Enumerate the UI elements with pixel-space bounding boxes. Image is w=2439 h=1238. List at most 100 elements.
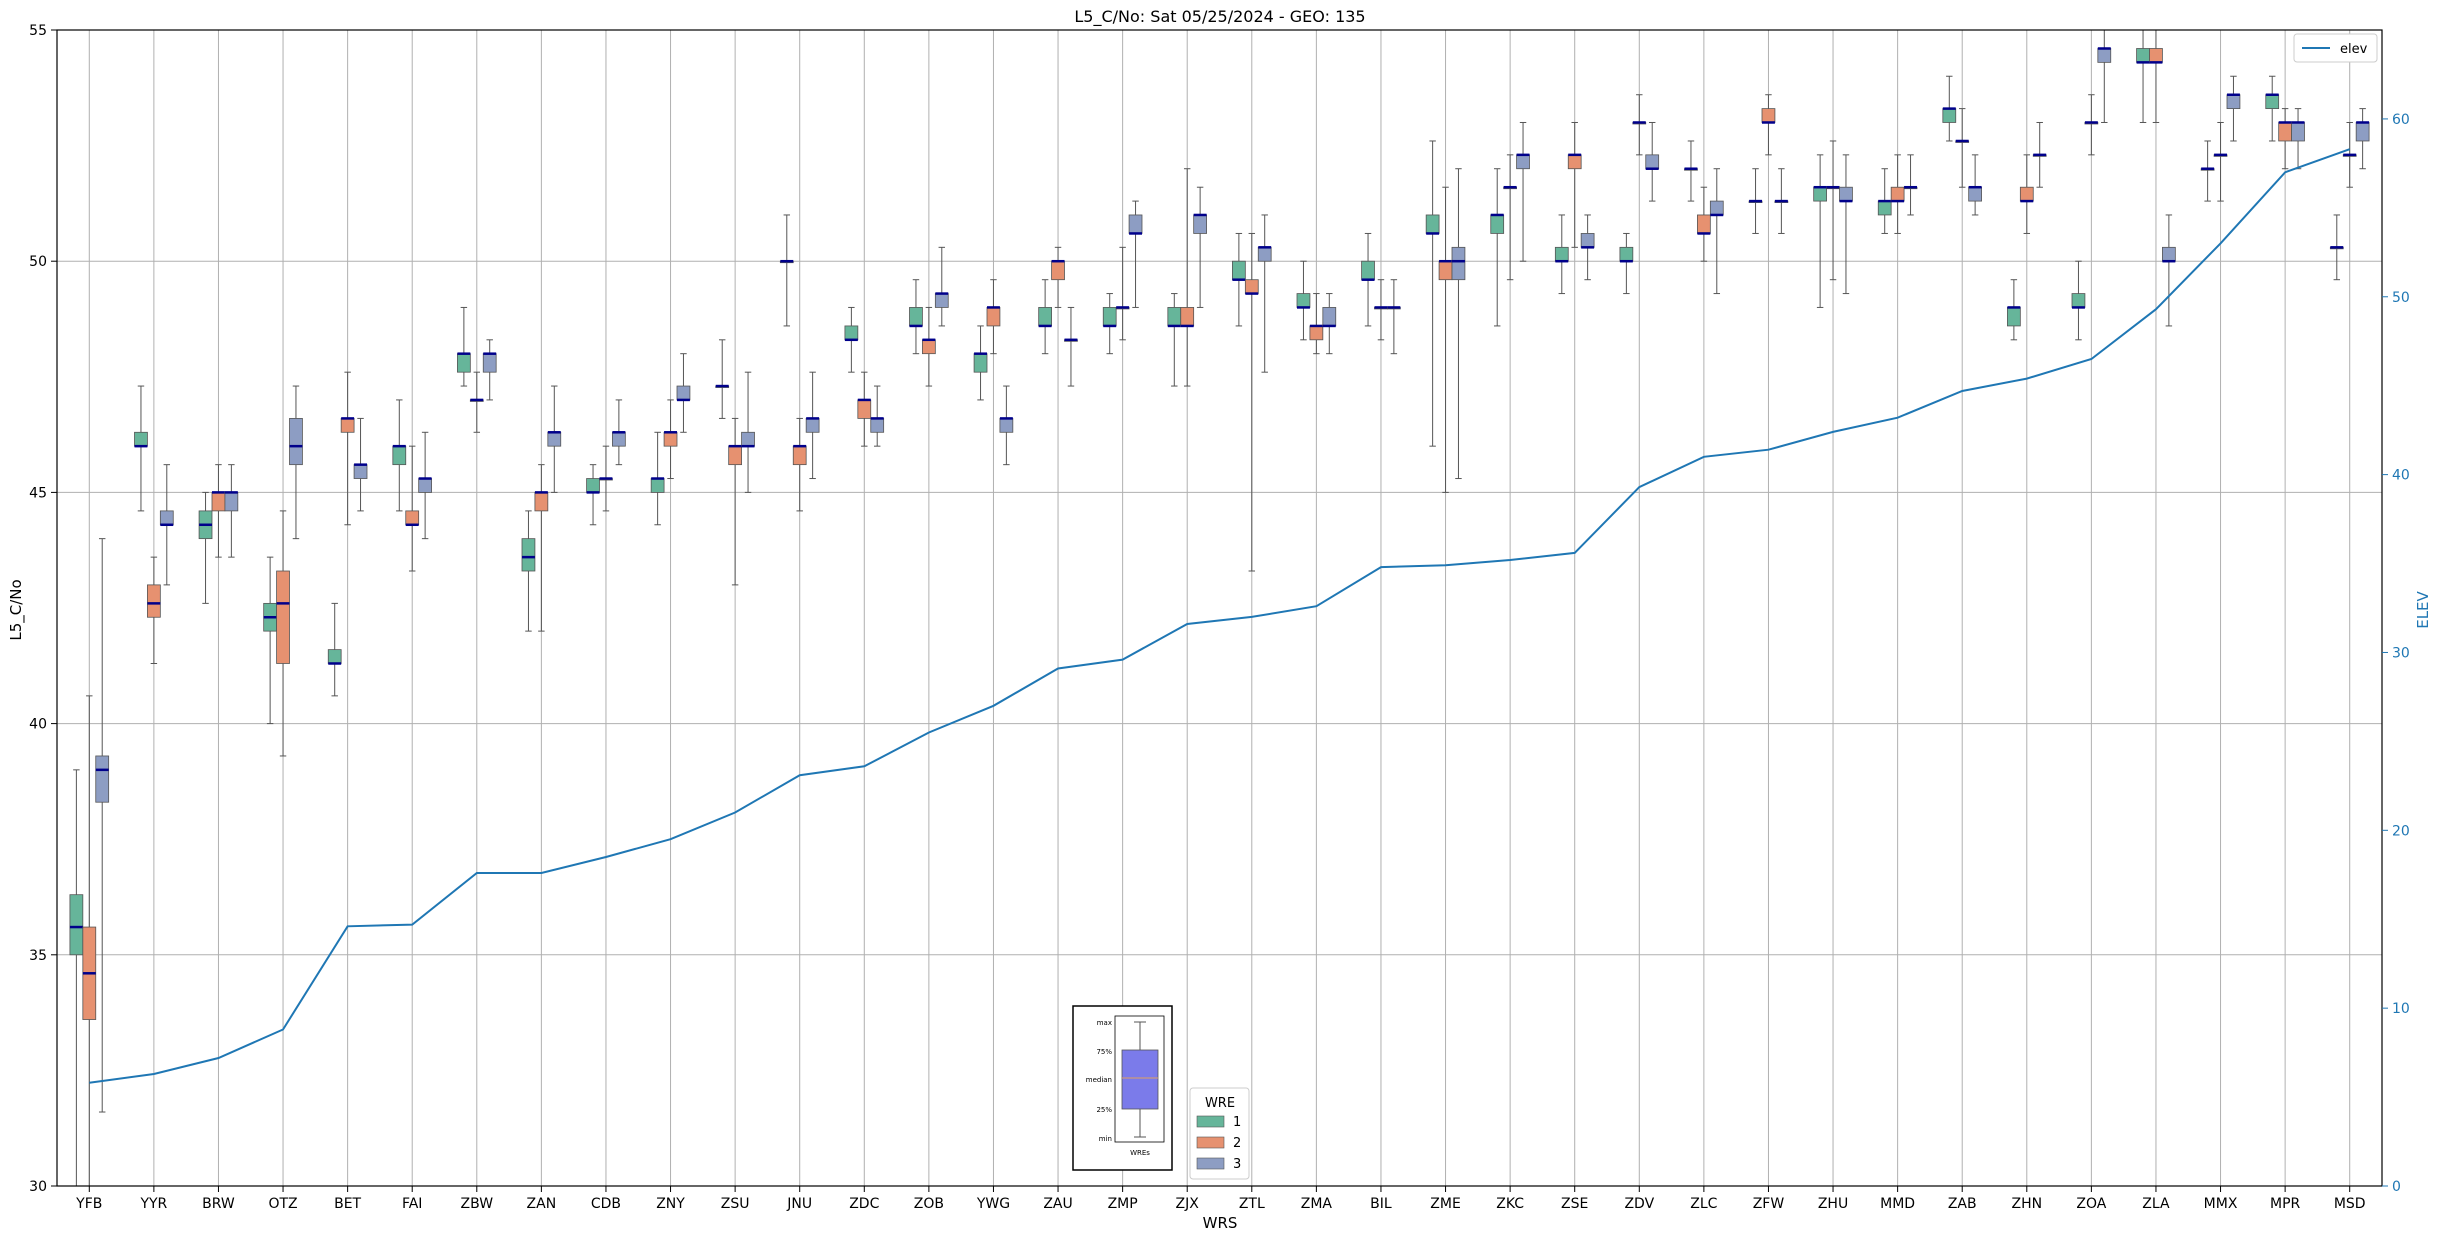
box-iqr: [1890, 186, 1905, 202]
box-ywg-wre1: [973, 325, 988, 401]
box-iqr: [676, 385, 691, 401]
box-zme-wre3: [1451, 168, 1466, 480]
box-iqr: [650, 478, 665, 493]
box-otz-wre1: [263, 556, 277, 725]
box-jnu-wre2: [792, 417, 807, 512]
left-y-ticks: 30 35 40 45 50 55: [29, 23, 57, 1195]
box-iqr: [159, 510, 174, 526]
box-zla-wre1: [2136, 29, 2150, 123]
box-zob-wre2: [922, 306, 936, 387]
box-iqr: [844, 325, 859, 341]
box-zdc-wre2: [857, 371, 872, 447]
box-brw-wre1: [198, 491, 213, 604]
box-zse-wre1: [1554, 214, 1569, 295]
box-iqr: [1309, 325, 1324, 341]
box-iqr: [1709, 200, 1724, 216]
box-yyr-wre3: [159, 464, 174, 586]
box-mpr-wre3: [2291, 108, 2305, 170]
wre-legend: WRE 1 2 3: [1189, 1087, 1250, 1180]
box-zoa-wre3: [2097, 29, 2112, 123]
x-tick-label: MSD: [2334, 1196, 2366, 1212]
box-zhu-wre2: [1826, 140, 1840, 281]
x-tick-label: OTZ: [268, 1196, 297, 1212]
box-iqr: [1619, 246, 1634, 262]
box-fai-wre1: [392, 399, 407, 512]
box-zau-wre3: [1064, 306, 1078, 387]
box-bet-wre1: [327, 602, 342, 697]
box-iqr: [1697, 214, 1711, 234]
x-tick-label: ZAU: [1043, 1196, 1072, 1212]
box-iqr: [224, 491, 239, 512]
box-cdb-wre1: [586, 464, 600, 526]
box-iqr: [586, 478, 600, 493]
axes: [56, 29, 2383, 1187]
x-tick-label: ZLA: [2142, 1196, 2170, 1212]
box-zsu-wre3: [741, 371, 755, 493]
box-iqr: [69, 894, 84, 956]
right-tick-label: 30: [2392, 645, 2410, 661]
box-zab-wre2: [1955, 108, 1970, 188]
box-yfb-wre1: [69, 769, 84, 1187]
box-zmp-wre1: [1102, 293, 1117, 355]
box-zjx-wre3: [1193, 186, 1207, 308]
box-bet-wre3: [353, 417, 368, 512]
box-iqr: [482, 353, 497, 373]
box-zma-wre3: [1322, 293, 1337, 355]
box-mmd-wre2: [1890, 154, 1905, 234]
box-iqr: [2136, 48, 2150, 63]
box-zkc-wre3: [1516, 121, 1530, 262]
box-iqr: [1645, 154, 1660, 170]
box-zjx-wre2: [1180, 168, 1195, 387]
box-iqr: [1167, 307, 1182, 327]
box-zsu-wre2: [728, 417, 742, 586]
box-zfw-wre3: [1774, 168, 1789, 234]
box-iqr: [1051, 260, 1065, 281]
box-bil-wre3: [1387, 279, 1401, 355]
left-tick-label: 30: [29, 1179, 47, 1195]
wre-legend-swatch-2: [1196, 1136, 1225, 1149]
right-tick-label: 20: [2392, 823, 2410, 839]
box-zoa-wre2: [2084, 94, 2099, 156]
box-zse-wre2: [1567, 121, 1582, 248]
box-mmd-wre1: [1877, 168, 1892, 234]
wre-legend-label-1: 1: [1233, 1115, 1241, 1130]
elev-line: [89, 148, 2351, 1084]
box-iqr: [1193, 214, 1207, 234]
box-zkc-wre1: [1490, 168, 1505, 327]
box-zau-wre2: [1051, 246, 1065, 308]
x-tick-label: ZLC: [1690, 1196, 1717, 1212]
x-tick-label: ZHU: [1818, 1196, 1848, 1212]
box-iqr: [1438, 260, 1453, 281]
x-tick-label: ZME: [1430, 1196, 1461, 1212]
left-tick-label: 40: [29, 717, 47, 733]
left-tick-label: 35: [29, 948, 47, 964]
box-zse-wre3: [1580, 214, 1595, 281]
box-iqr: [1451, 246, 1466, 281]
box-iqr: [922, 339, 936, 355]
x-tick-label: CDB: [591, 1196, 621, 1212]
box-iqr: [392, 445, 407, 466]
box-otz-wre2: [276, 510, 290, 757]
box-zoa-wre1: [2071, 260, 2086, 341]
box-zdc-wre1: [844, 306, 859, 373]
box-iqr: [870, 418, 885, 433]
box-mpr-wre1: [2265, 75, 2280, 142]
box-iqr: [663, 431, 678, 447]
box-mmx-wre2: [2213, 121, 2228, 202]
x-tick-label: MPR: [2270, 1196, 2301, 1212]
box-yyr-wre2: [147, 556, 161, 664]
box-iqr: [909, 307, 923, 327]
box-iqr: [1761, 108, 1776, 123]
box-msd-wre2: [2342, 121, 2357, 188]
box-zhn-wre1: [2007, 279, 2021, 341]
box-zny-wre3: [676, 353, 691, 433]
box-iqr: [2097, 48, 2112, 63]
box-iqr: [340, 418, 355, 433]
box-iqr: [612, 431, 626, 447]
box-zdv-wre1: [1619, 232, 1634, 295]
x-tick-label: MMX: [2204, 1196, 2238, 1212]
box-iqr: [147, 584, 161, 618]
inset-xlabel: WREs: [1130, 1149, 1150, 1157]
box-zsu-wre1: [715, 339, 730, 419]
